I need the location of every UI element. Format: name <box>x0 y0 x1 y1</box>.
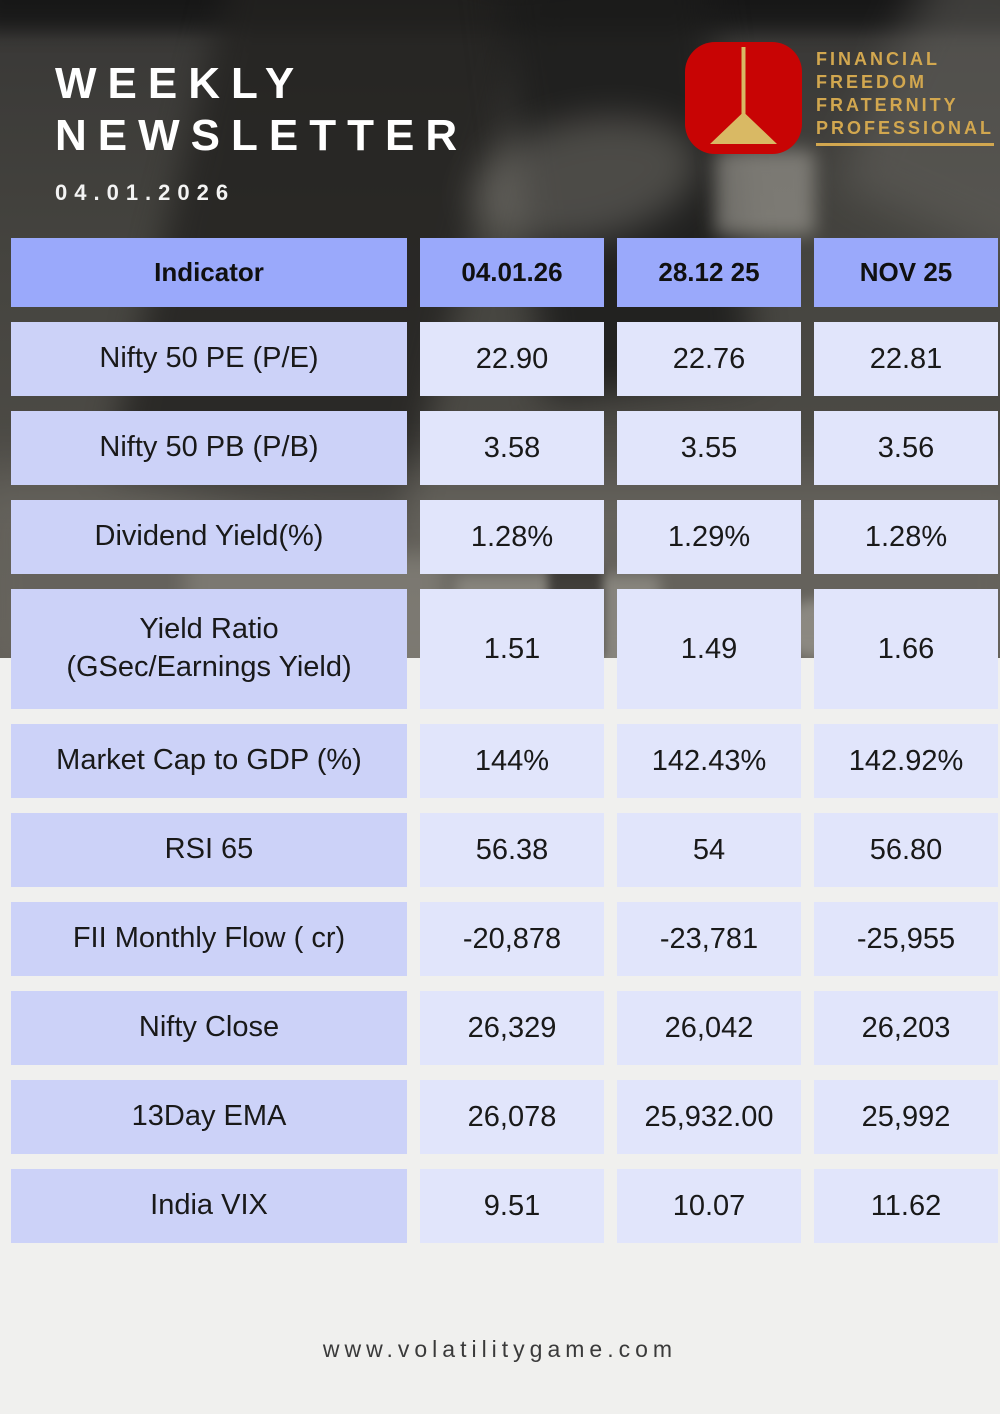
table-cell: 26,203 <box>814 991 998 1065</box>
footer-website: www.volatilitygame.com <box>322 1336 678 1362</box>
brand-line-freedom: FREEDOM <box>816 72 927 92</box>
title-block: WEEKLY NEWSLETTER 04.01.2026 <box>55 58 468 206</box>
table-cell: 9.51 <box>420 1169 604 1243</box>
plumb-bob-logo-icon <box>685 42 802 154</box>
row-label: Nifty 50 PB (P/B) <box>11 411 407 485</box>
table-cell: 1.51 <box>420 589 604 709</box>
table-cell: 3.55 <box>617 411 801 485</box>
table-cell: 142.43% <box>617 724 801 798</box>
table-cell: 1.29% <box>617 500 801 574</box>
table-cell: 1.28% <box>420 500 604 574</box>
row-label: 13Day EMA <box>11 1080 407 1154</box>
newsletter-date: 04.01.2026 <box>55 180 236 205</box>
table-cell: 1.66 <box>814 589 998 709</box>
column-header-week2: 28.12 25 <box>617 238 801 307</box>
indicator-table: Indicator 04.01.26 28.12 25 NOV 25 Nifty… <box>11 238 998 1243</box>
table-cell: 56.80 <box>814 813 998 887</box>
row-label: Dividend Yield(%) <box>11 500 407 574</box>
table-cell: 56.38 <box>420 813 604 887</box>
table-cell: 22.81 <box>814 322 998 396</box>
table-cell: 54 <box>617 813 801 887</box>
page-title-line2: NEWSLETTER <box>55 111 469 160</box>
table-cell: 26,042 <box>617 991 801 1065</box>
table-cell: -20,878 <box>420 902 604 976</box>
table-cell: 25,992 <box>814 1080 998 1154</box>
brand-line-fraternity: FRATERNITY <box>816 95 959 115</box>
table-cell: 1.28% <box>814 500 998 574</box>
table-cell: 3.56 <box>814 411 998 485</box>
brand-text: FINANCIAL FREEDOM FRATERNITY PROFESSIONA… <box>816 42 995 146</box>
row-label: Yield Ratio (GSec/Earnings Yield) <box>11 589 407 709</box>
table-cell: 142.92% <box>814 724 998 798</box>
table-cell: 144% <box>420 724 604 798</box>
brand-line-professional: PROFESSIONAL <box>816 117 995 146</box>
column-header-week1: 04.01.26 <box>420 238 604 307</box>
table-cell: 10.07 <box>617 1169 801 1243</box>
table-cell: 22.76 <box>617 322 801 396</box>
table-cell: -23,781 <box>617 902 801 976</box>
row-label: Market Cap to GDP (%) <box>11 724 407 798</box>
page-title-line1: WEEKLY <box>55 59 306 108</box>
column-header-month: NOV 25 <box>814 238 998 307</box>
brand-line-financial: FINANCIAL <box>816 49 940 69</box>
row-label: RSI 65 <box>11 813 407 887</box>
row-label: Nifty 50 PE (P/E) <box>11 322 407 396</box>
row-label: India VIX <box>11 1169 407 1243</box>
table-cell: 11.62 <box>814 1169 998 1243</box>
row-label: FII Monthly Flow ( cr) <box>11 902 407 976</box>
table-cell: 3.58 <box>420 411 604 485</box>
row-label: Nifty Close <box>11 991 407 1065</box>
table-cell: 26,329 <box>420 991 604 1065</box>
table-cell: 25,932.00 <box>617 1080 801 1154</box>
table-cell: 1.49 <box>617 589 801 709</box>
brand-block: FINANCIAL FREEDOM FRATERNITY PROFESSIONA… <box>685 42 995 154</box>
table-cell: 26,078 <box>420 1080 604 1154</box>
photo-shape-notebook <box>715 150 815 235</box>
column-header-indicator: Indicator <box>11 238 407 307</box>
table-cell: 22.90 <box>420 322 604 396</box>
table-cell: -25,955 <box>814 902 998 976</box>
